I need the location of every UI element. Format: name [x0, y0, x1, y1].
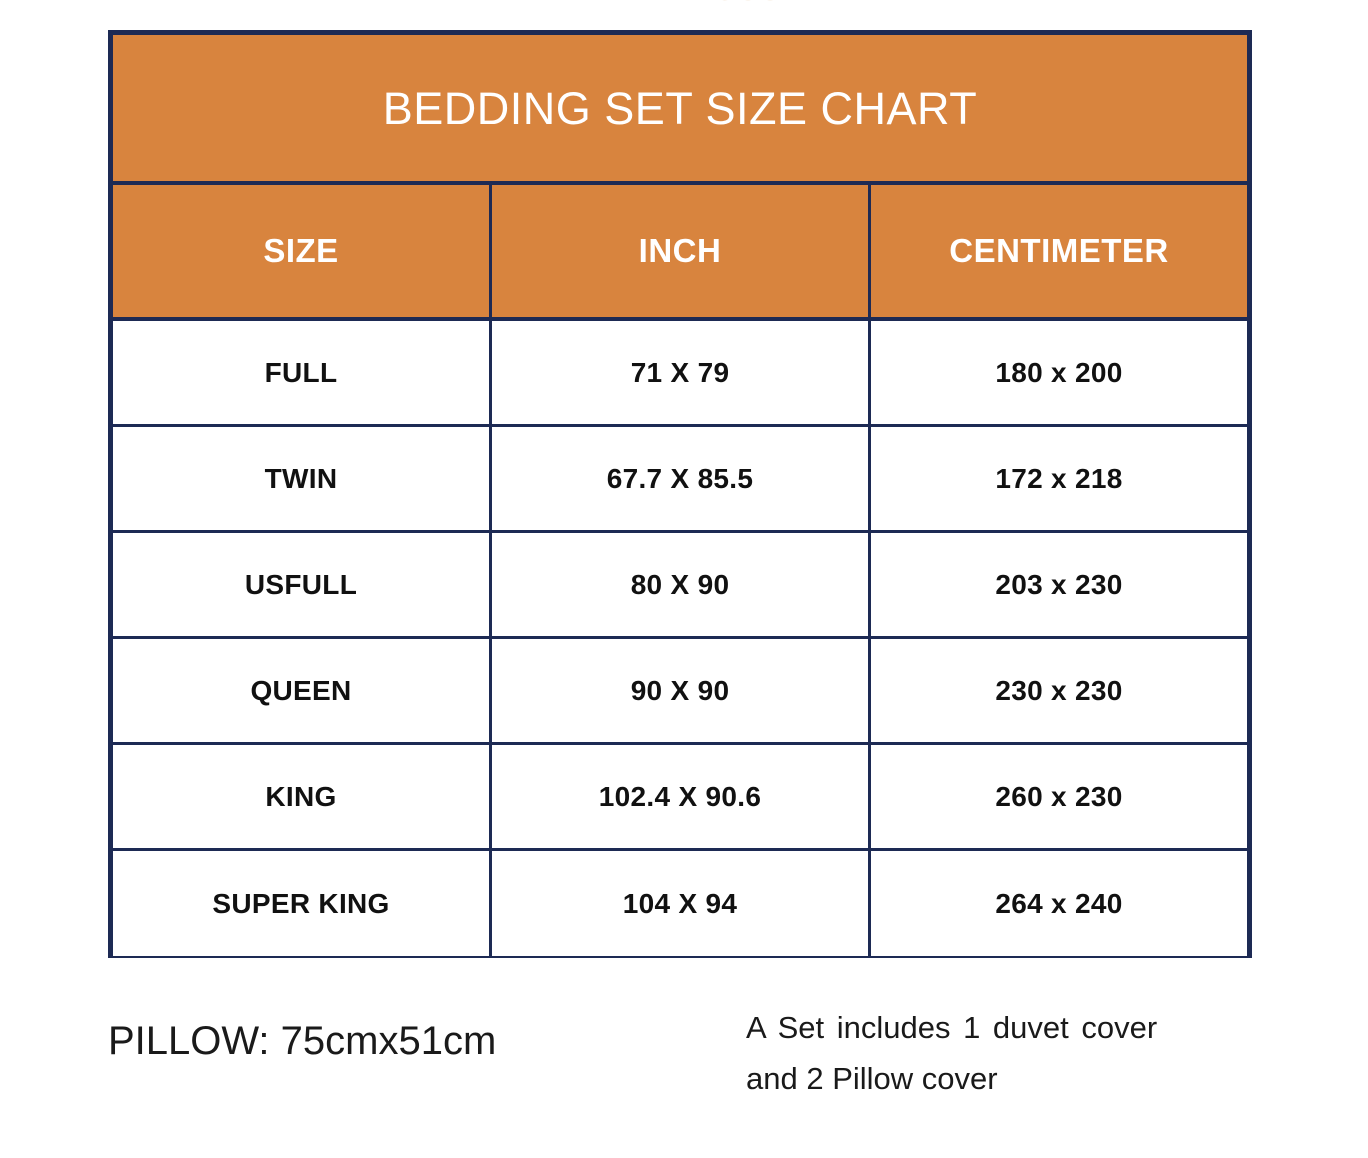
cell-inch: 80 X 90 — [492, 533, 871, 636]
table-row: KING 102.4 X 90.6 260 x 230 — [113, 745, 1247, 851]
cell-size: USFULL — [113, 533, 492, 636]
column-header-centimeter: CENTIMETER — [949, 232, 1169, 269]
cell-size: KING — [113, 745, 492, 848]
cell-inch: 71 X 79 — [492, 321, 871, 424]
column-header-size: SIZE — [113, 185, 492, 317]
cell-inch: 102.4 X 90.6 — [492, 745, 871, 848]
cell-centimeter: 264 x 240 — [995, 887, 1123, 919]
column-header-inch: INCH — [492, 185, 871, 317]
table-row: FULL 71 X 79 180 x 200 — [113, 321, 1247, 427]
cell-size: QUEEN — [113, 639, 492, 742]
set-contents-note-line-2: and 2 Pillow cover — [746, 1061, 998, 1097]
table-header-row: SIZE INCH CENTIMETER — [113, 185, 1247, 321]
cell-centimeter: 180 x 200 — [995, 356, 1123, 388]
cell-centimeter: 203 x 230 — [995, 568, 1123, 600]
clipped-banner-text: DREAM HOUSE — [0, 0, 1368, 8]
cell-inch: 90 X 90 — [492, 639, 871, 742]
table-row: USFULL 80 X 90 203 x 230 — [113, 533, 1247, 639]
chart-title-bar: BEDDING SET SIZE CHART — [113, 35, 1247, 185]
pillow-size-note: PILLOW: 75cmx51cm — [108, 1019, 497, 1063]
cell-size: SUPER KING — [113, 851, 492, 956]
cell-inch: 67.7 X 85.5 — [492, 427, 871, 530]
cell-centimeter: 260 x 230 — [995, 780, 1123, 812]
cell-size: TWIN — [113, 427, 492, 530]
footer-notes: PILLOW: 75cmx51cm A Set includes 1 duvet… — [0, 990, 1368, 1140]
clipped-top-banner: DREAM HOUSE — [0, 0, 1368, 8]
cell-centimeter: 230 x 230 — [995, 674, 1123, 706]
chart-title: BEDDING SET SIZE CHART — [382, 82, 978, 134]
table-row: SUPER KING 104 X 94 264 x 240 — [113, 851, 1247, 956]
cell-centimeter: 172 x 218 — [995, 462, 1123, 494]
size-chart-table: BEDDING SET SIZE CHART SIZE INCH CENTIME… — [108, 30, 1252, 958]
set-contents-note-line-1: A Set includes 1 duvet cover — [746, 1010, 1158, 1045]
cell-inch: 104 X 94 — [492, 851, 871, 956]
table-row: QUEEN 90 X 90 230 x 230 — [113, 639, 1247, 745]
table-row: TWIN 67.7 X 85.5 172 x 218 — [113, 427, 1247, 533]
set-contents-note: A Set includes 1 duvet cover and 2 Pillo… — [746, 1002, 1246, 1104]
cell-size: FULL — [113, 321, 492, 424]
